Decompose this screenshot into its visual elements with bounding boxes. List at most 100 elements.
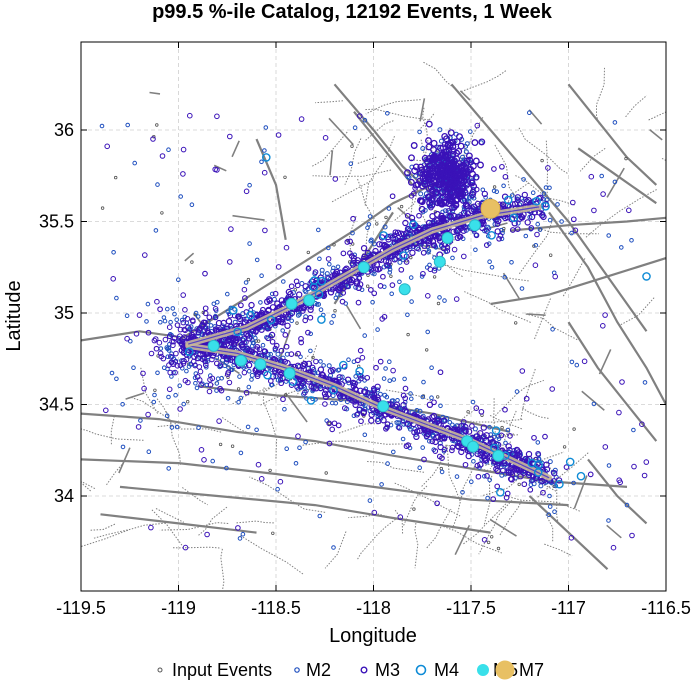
m2-event-marker [293, 461, 299, 466]
input-event-marker [572, 427, 576, 431]
m2-event-marker [460, 490, 465, 495]
m3-event-marker [398, 266, 405, 273]
m2-event-marker [387, 378, 393, 384]
m3-event-marker [298, 116, 305, 122]
m2-event-marker [450, 255, 455, 261]
m3-event-marker [298, 339, 305, 346]
m3-event-marker [374, 383, 381, 390]
m3-event-marker [248, 301, 255, 309]
fault-line [419, 98, 426, 122]
m3-event-marker [425, 137, 432, 145]
m3-event-marker [288, 309, 296, 317]
m5-event-marker [283, 367, 296, 380]
x-tick-label: -118.5 [251, 598, 301, 618]
fault-line [81, 458, 569, 507]
m3-event-marker [242, 295, 248, 301]
m2-event-marker [333, 295, 339, 301]
m2-event-marker [369, 237, 374, 243]
m3-event-marker [180, 358, 187, 365]
m3-event-marker [279, 319, 286, 326]
m2-event-marker [318, 307, 324, 313]
fault-line [329, 150, 334, 176]
fault-line [493, 379, 544, 419]
input-event-marker [366, 284, 370, 288]
m2-event-marker [319, 267, 325, 273]
m2-event-marker [405, 312, 410, 318]
fault-line [184, 252, 195, 262]
m2-event-marker [547, 185, 552, 191]
fault-line [520, 368, 536, 420]
m3-event-marker [483, 432, 490, 439]
fault-line [526, 313, 546, 316]
m3-event-marker [284, 322, 291, 329]
fault-line [324, 531, 347, 569]
legend-symbol-input [157, 667, 163, 673]
m2-event-marker [225, 396, 231, 401]
m3-event-marker [124, 335, 130, 342]
m3-event-marker [241, 319, 249, 326]
input-event-marker [236, 387, 241, 391]
m3-event-marker [497, 233, 504, 239]
m2-event-marker [387, 270, 393, 275]
m3-event-marker [430, 242, 437, 248]
m3-event-marker [265, 335, 271, 342]
m3-event-marker [521, 481, 528, 488]
fault-line [545, 140, 549, 209]
m2-event-marker [331, 545, 336, 550]
m2-event-marker [174, 424, 180, 430]
fault-line [172, 546, 222, 549]
m3-event-marker [425, 293, 431, 299]
m2-event-marker [344, 399, 350, 405]
m3-event-marker [455, 167, 463, 175]
m3-event-marker [198, 447, 205, 453]
m3-event-marker [196, 377, 203, 383]
m3-event-marker [390, 367, 396, 374]
fault-line [311, 131, 348, 168]
input-event-marker [327, 421, 331, 426]
m2-event-marker [280, 328, 286, 333]
m2-event-marker [224, 359, 229, 365]
m2-event-marker [514, 389, 520, 394]
m2-event-marker [131, 365, 136, 371]
m3-event-marker [528, 213, 536, 221]
m2-event-marker [145, 301, 151, 307]
m3-event-marker [462, 423, 469, 431]
m3-event-marker [302, 389, 308, 396]
m2-event-marker [547, 504, 553, 509]
m3-event-marker [501, 459, 508, 467]
m3-event-marker [238, 302, 244, 309]
m3-event-marker [383, 425, 389, 432]
fault-line [494, 144, 521, 204]
m3-event-marker [445, 208, 452, 214]
m2-event-marker [509, 193, 515, 198]
fault-line [489, 518, 517, 537]
m2-event-marker [482, 474, 487, 479]
m3-event-marker [470, 203, 478, 211]
fault-line [213, 164, 227, 172]
m3-event-marker [381, 313, 388, 320]
m2-event-marker [442, 298, 447, 303]
x-tick-label: -116.5 [641, 598, 691, 618]
input-event-marker [425, 348, 429, 352]
m2-event-marker [391, 377, 397, 382]
m2-event-marker [176, 277, 181, 283]
m2-event-marker [254, 427, 259, 433]
m3-event-marker [136, 312, 143, 318]
m3-event-marker [591, 207, 597, 214]
m3-event-marker [174, 363, 181, 369]
m2-event-marker [494, 189, 500, 194]
m2-event-marker [391, 449, 396, 455]
m3-event-marker [494, 467, 501, 475]
m3-event-marker [450, 171, 458, 179]
m3-event-marker [407, 178, 415, 186]
m2-event-marker [331, 313, 336, 319]
m3-event-marker [430, 177, 438, 185]
m3-event-marker [285, 288, 293, 296]
fault-line [384, 389, 432, 402]
m3-event-marker [182, 544, 189, 551]
m2-event-marker [224, 465, 229, 471]
legend-symbol-m2 [294, 667, 300, 673]
input-event-marker [226, 375, 230, 379]
fault-line [606, 524, 622, 539]
m3-event-marker [600, 191, 606, 197]
